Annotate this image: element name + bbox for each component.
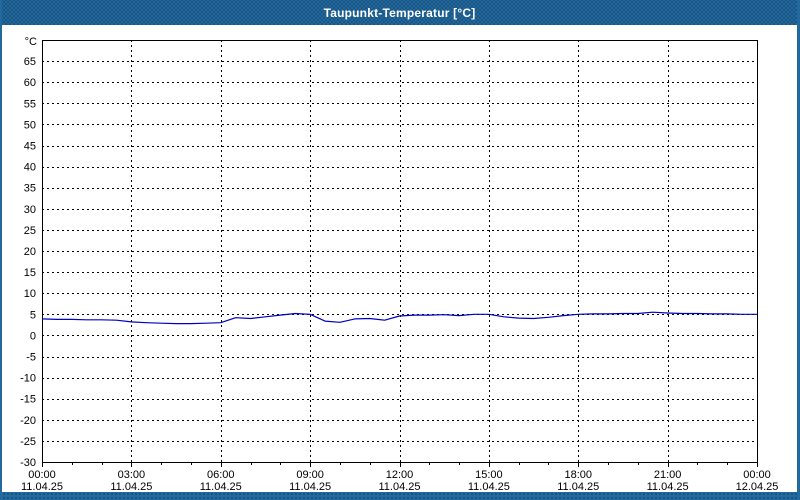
x-tick-time: 09:00 bbox=[296, 469, 324, 481]
svg-text:40: 40 bbox=[24, 162, 36, 174]
x-tick-date: 11.04.25 bbox=[21, 481, 63, 492]
svg-text:65: 65 bbox=[24, 56, 36, 68]
x-tick-time: 00:00 bbox=[28, 469, 56, 481]
y-axis-labels: -30 -25 -20 -15 -10 -5 0 5 10 15 20 25 30 35 40 45 50 55 6… bbox=[20, 36, 37, 469]
svg-text:35: 35 bbox=[24, 183, 36, 195]
chart-content: -30 -25 -20 -15 -10 -5 0 5 10 15 20 25 30 35 40 45 50 55 6… bbox=[2, 25, 797, 492]
x-tick-date: 11.04.25 bbox=[378, 481, 420, 492]
x-tick-time: 03:00 bbox=[118, 469, 146, 481]
svg-text:25: 25 bbox=[24, 225, 36, 237]
grid-lines bbox=[42, 40, 757, 462]
svg-text:-10: -10 bbox=[20, 373, 36, 385]
dewpoint-temperature-line bbox=[41, 311, 757, 325]
svg-text:10: 10 bbox=[24, 288, 36, 300]
plot-border bbox=[42, 40, 758, 463]
x-tick-date: 11.04.25 bbox=[468, 481, 510, 492]
chart-svg: -30 -25 -20 -15 -10 -5 0 5 10 15 20 25 30 35 40 45 50 55 6… bbox=[20, 36, 778, 492]
x-tick-date: 11.04.25 bbox=[557, 481, 599, 492]
svg-text:-30: -30 bbox=[20, 457, 36, 469]
x-tick-date: 11.04.25 bbox=[200, 481, 242, 492]
x-tick-time: 06:00 bbox=[207, 469, 235, 481]
x-tick-date: 11.04.25 bbox=[647, 481, 689, 492]
x-axis-labels: 00:0011.04.2503:0011.04.2506:0011.04.250… bbox=[21, 469, 778, 492]
x-tick-time: 15:00 bbox=[475, 469, 503, 481]
svg-text:5: 5 bbox=[30, 309, 36, 321]
svg-text:15: 15 bbox=[24, 267, 36, 279]
svg-text:20: 20 bbox=[24, 246, 36, 258]
x-tick-time: 00:00 bbox=[743, 469, 771, 481]
window-titlebar: Taupunkt-Temperatur [°C] bbox=[2, 0, 797, 25]
svg-text:30: 30 bbox=[24, 204, 36, 216]
x-tick-date: 12.04.25 bbox=[736, 481, 779, 492]
x-tick-time: 18:00 bbox=[564, 469, 592, 481]
svg-text:-20: -20 bbox=[20, 415, 36, 427]
x-tick-date: 11.04.25 bbox=[289, 481, 331, 492]
window-title: Taupunkt-Temperatur [°C] bbox=[323, 5, 476, 20]
svg-text:-25: -25 bbox=[20, 436, 36, 448]
svg-text:60: 60 bbox=[24, 77, 36, 89]
svg-text:55: 55 bbox=[24, 98, 36, 110]
y-axis-unit-label: °C bbox=[25, 36, 37, 48]
x-tick-time: 21:00 bbox=[654, 469, 682, 481]
x-tick-time: 12:00 bbox=[386, 469, 414, 481]
svg-text:-5: -5 bbox=[26, 352, 36, 364]
window-bottom-bar bbox=[2, 492, 797, 500]
svg-text:45: 45 bbox=[24, 141, 36, 153]
svg-text:-15: -15 bbox=[20, 394, 36, 406]
x-tick-date: 11.04.25 bbox=[110, 481, 152, 492]
svg-text:0: 0 bbox=[30, 330, 36, 342]
svg-text:50: 50 bbox=[24, 119, 36, 131]
